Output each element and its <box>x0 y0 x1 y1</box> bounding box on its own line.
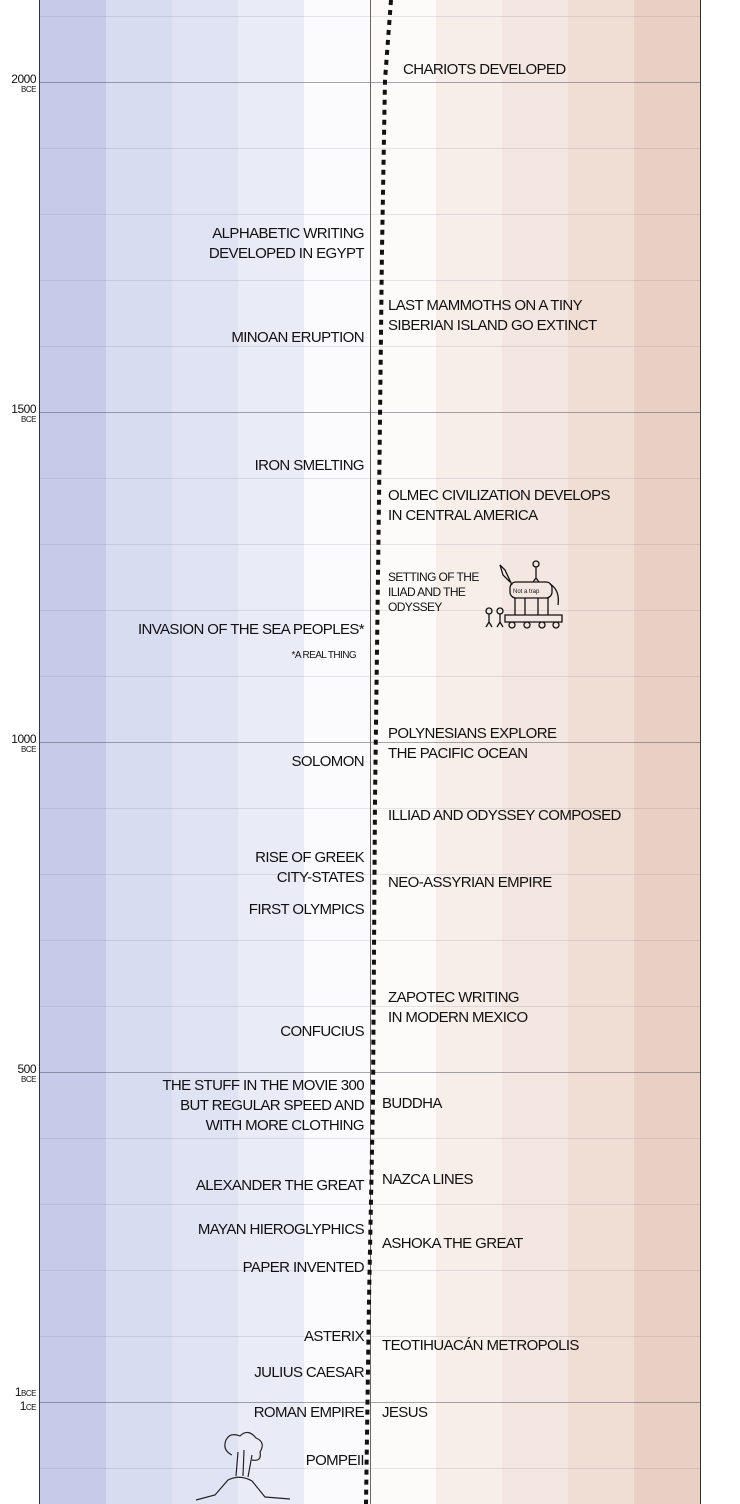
year-label: 2000 BCE <box>11 72 36 94</box>
right-border <box>700 0 701 1504</box>
event-label-left: Alphabetic writing developed in Egypt <box>208 225 365 262</box>
event-label-right: Illiad and Odyssey composed <box>388 807 621 824</box>
event-label-right: Polynesians explore the Pacific Ocean <box>388 725 557 762</box>
event-label-right: Buddha <box>382 1095 442 1112</box>
event-label-left: Roman Empire <box>253 1404 365 1421</box>
left-axis <box>39 0 40 1504</box>
year-label: 500 BCE <box>17 1062 36 1084</box>
event-label-right: Jesus <box>382 1404 428 1421</box>
volcano-icon <box>195 1431 291 1501</box>
event-label-right: Nazca lines <box>382 1171 474 1188</box>
year-label: 1BCE <box>14 1385 37 1399</box>
event-label-right: Setting of the Iliad and the Odyssey <box>388 570 479 614</box>
event-label-left: Paper invented <box>242 1259 365 1276</box>
event-label-right: Last mammoths on a tiny Siberian island … <box>388 297 597 334</box>
event-label-right: Ashoka the Great <box>382 1235 523 1252</box>
event-label-left: Invasion of the Sea Peoples* <box>137 621 365 638</box>
event-label-left: Mayan hieroglyphics <box>197 1221 365 1238</box>
temperature-band <box>106 0 173 1504</box>
event-label-left: Pompeii <box>305 1452 365 1469</box>
temperature-band <box>634 0 701 1504</box>
event-label-right: Chariots developed <box>403 61 566 78</box>
event-label-left: Solomon <box>291 753 365 770</box>
event-label-left: Minoan eruption <box>231 329 364 346</box>
year-label: 1000 BCE <box>11 732 36 754</box>
event-label-left: Julius Caesar <box>254 1364 364 1381</box>
temperature-band <box>238 0 305 1504</box>
event-label-right: Teotihuacán metropolis <box>382 1337 579 1354</box>
event-label-right: Neo-Assyrian Empire <box>388 874 552 891</box>
event-label-left: First Olympics <box>248 901 365 918</box>
temperature-band <box>568 0 635 1504</box>
event-label-left: Rise of Greek city-states <box>255 849 364 886</box>
event-label-left: Alexander the Great <box>195 1177 365 1194</box>
event-label-left: Iron smelting <box>254 457 365 474</box>
event-label-left: *A real thing <box>291 650 357 661</box>
trojan-horse-icon <box>485 560 563 629</box>
event-label-left: Asterix <box>304 1328 365 1345</box>
event-label-left: Confucius <box>280 1023 364 1040</box>
temperature-trace <box>364 0 393 1504</box>
event-label-left: The stuff in the movie 300 but regular s… <box>162 1077 364 1134</box>
temperature-band <box>502 0 569 1504</box>
year-label: 1CE <box>19 1399 37 1413</box>
horse-sign: Not a trap <box>513 589 540 595</box>
year-label: 1500 BCE <box>11 402 36 424</box>
event-label-right: Zapotec writing in modern Mexico <box>388 989 528 1026</box>
event-label-right: Olmec civilization develops in Central A… <box>388 487 611 524</box>
baseline-line <box>370 0 371 1504</box>
